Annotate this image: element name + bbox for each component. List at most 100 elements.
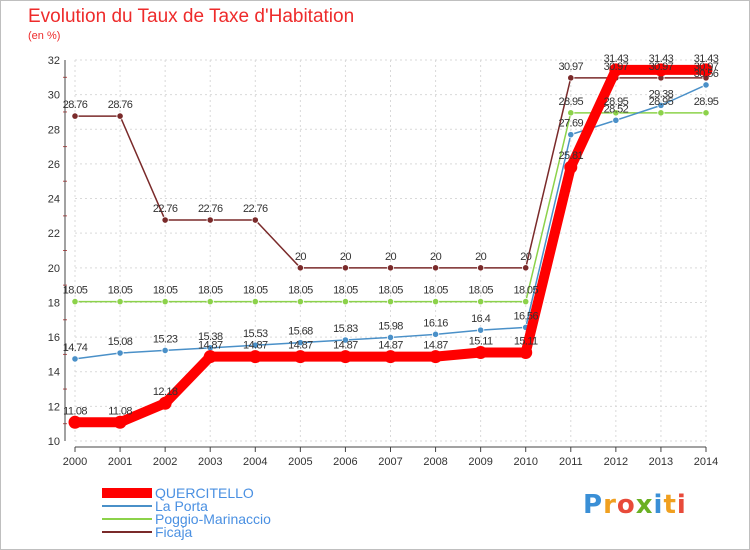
data-point (296, 264, 304, 272)
data-label: 30.97 (604, 61, 629, 73)
data-label: 15.38 (198, 331, 223, 343)
legend-label: La Porta (155, 498, 208, 514)
data-point (702, 109, 710, 117)
y-tick-label: 18 (48, 297, 60, 309)
data-label: 22.76 (153, 203, 178, 215)
data-label: 15.83 (333, 323, 358, 335)
data-point (567, 109, 575, 117)
y-tick-label: 16 (48, 332, 60, 344)
data-point (206, 297, 214, 306)
data-label: 20 (430, 251, 442, 263)
data-label: 18.05 (198, 285, 223, 297)
y-tick-label: 26 (48, 159, 60, 171)
data-point (158, 396, 172, 410)
data-label: 30.97 (694, 61, 719, 73)
data-point (338, 350, 352, 364)
data-label: 20 (340, 251, 352, 263)
data-label: 14.87 (333, 340, 358, 352)
data-label: 20 (475, 251, 487, 263)
data-point (71, 112, 79, 120)
data-label: 15.08 (108, 336, 133, 348)
y-tick-label: 30 (48, 90, 60, 102)
data-label: 28.95 (694, 96, 719, 108)
legend-label: Poggio-Marinaccio (155, 511, 271, 527)
data-label: 28.95 (559, 96, 584, 108)
y-tick-label: 10 (48, 436, 60, 448)
y-tick-label: 12 (48, 401, 60, 413)
data-point (293, 350, 307, 364)
data-label: 16.4 (471, 313, 490, 325)
y-tick-label: 28 (48, 124, 60, 136)
data-label: 28.95 (604, 96, 629, 108)
data-label: 18.05 (243, 285, 268, 297)
data-point (251, 341, 259, 349)
data-label: 12.18 (153, 386, 178, 398)
data-point (206, 216, 214, 224)
data-label: 22.76 (198, 203, 223, 215)
data-label: 16.16 (423, 317, 448, 329)
data-point (248, 350, 262, 364)
data-point (386, 264, 395, 272)
data-point (116, 112, 124, 120)
chart-title: Evolution du Taux de Taxe d'Habitation (28, 6, 355, 27)
x-tick-label: 2000 (63, 456, 87, 468)
x-tick-label: 2003 (198, 456, 222, 468)
x-tick-label: 2006 (333, 456, 357, 468)
x-tick-label: 2002 (153, 456, 177, 468)
logo-letter: o (616, 490, 636, 520)
data-label: 28.76 (63, 99, 88, 111)
data-point (384, 350, 397, 364)
data-label: 15.68 (288, 326, 313, 338)
data-point (71, 297, 79, 306)
data-point (699, 63, 713, 77)
data-point (341, 336, 350, 344)
data-point (477, 297, 485, 306)
data-label: 30.97 (649, 61, 674, 73)
data-label: 31.43 (694, 53, 719, 65)
data-label: 11.08 (63, 405, 87, 417)
data-point (657, 109, 665, 117)
proxiti-logo: Proxiti (583, 490, 687, 520)
data-label: 31.43 (604, 53, 629, 65)
data-point (567, 74, 575, 82)
legend-label: QUERCITELLO (155, 485, 254, 501)
x-tick-label: 2005 (288, 456, 312, 468)
data-label: 15.53 (243, 328, 268, 340)
x-tick-label: 2009 (468, 456, 492, 468)
data-label: 14.87 (378, 340, 403, 352)
data-label: 18.05 (153, 285, 178, 297)
data-point (386, 297, 395, 306)
logo-letter: i (676, 490, 687, 520)
data-label: 20 (295, 251, 307, 263)
data-point (654, 63, 668, 77)
data-label: 22.76 (243, 203, 268, 215)
data-label: 18.05 (108, 285, 133, 297)
data-label: 16.56 (513, 310, 538, 322)
data-label: 28.95 (649, 96, 674, 108)
data-label: 14.87 (288, 340, 313, 352)
data-point (341, 297, 350, 306)
y-tick-label: 32 (48, 55, 60, 67)
legend-label: Ficaja (155, 524, 193, 540)
data-point (564, 160, 578, 174)
data-label: 29.38 (649, 88, 674, 100)
data-label: 18.05 (378, 285, 403, 297)
logo-letter: t (663, 490, 677, 520)
x-tick-label: 2001 (108, 456, 132, 468)
data-point (341, 264, 350, 272)
data-point (431, 330, 440, 338)
data-label: 27.69 (559, 118, 584, 130)
data-label: 14.74 (63, 342, 88, 354)
series-layer (68, 63, 713, 429)
data-label: 25.81 (559, 150, 584, 162)
logo-letter: P (583, 490, 604, 520)
data-point (68, 415, 82, 429)
data-label: 14.87 (243, 340, 268, 352)
data-label: 18.05 (513, 285, 538, 297)
data-point (116, 297, 124, 306)
data-point (522, 264, 530, 272)
x-tick-label: 2014 (694, 456, 718, 468)
data-label: 30.56 (694, 68, 719, 80)
